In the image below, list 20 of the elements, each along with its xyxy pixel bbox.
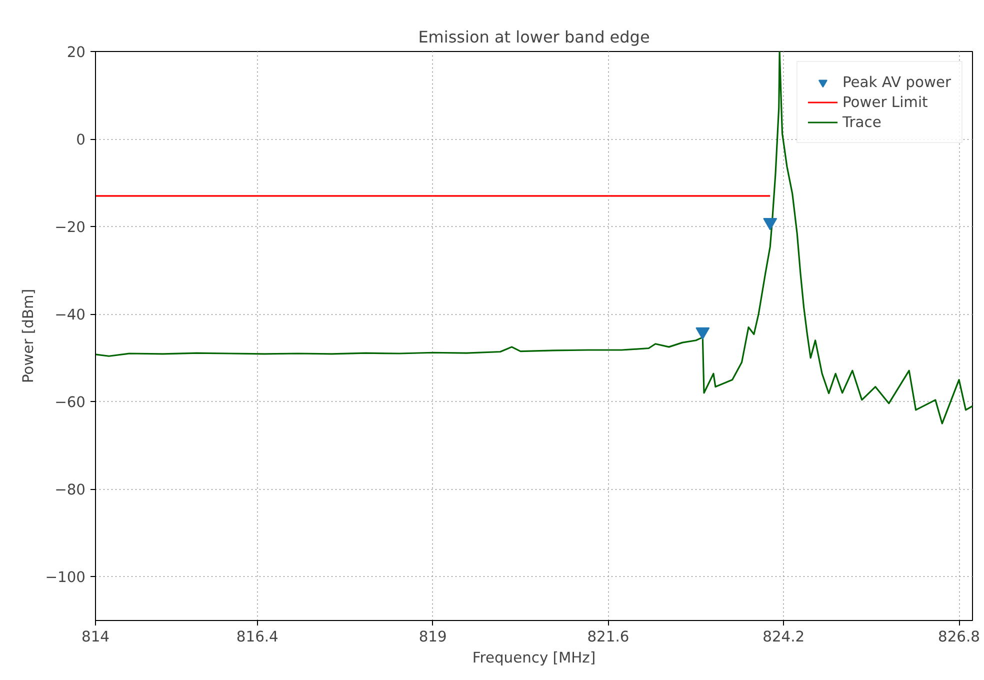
x-axis-title: Frequency [MHz] xyxy=(472,650,596,666)
y-tick-label: −100 xyxy=(45,569,86,586)
line-series xyxy=(96,52,972,424)
legend-label: Power Limit xyxy=(842,94,928,110)
legend-label: Trace xyxy=(842,114,882,130)
x-tick-label: 814 xyxy=(82,628,110,646)
y-axis-title: Power [dBm] xyxy=(20,288,38,384)
y-tick-label: −80 xyxy=(54,482,86,499)
legend-label: Peak AV power xyxy=(842,74,951,90)
y-tick-label: −60 xyxy=(54,394,86,412)
y-tick-label: 0 xyxy=(76,132,86,149)
x-tick-label: 821.6 xyxy=(587,628,630,646)
y-tick-label: −20 xyxy=(54,219,86,236)
x-tick-label: 816.4 xyxy=(236,628,278,646)
y-tick-label: −40 xyxy=(54,306,86,324)
y-tick-label: 20 xyxy=(66,44,86,61)
x-tick-label: 819 xyxy=(418,628,447,646)
x-tick-label: 826.8 xyxy=(938,628,980,646)
x-tick-label: 824.2 xyxy=(762,628,805,646)
chart-title: Emission at lower band edge xyxy=(418,28,650,46)
